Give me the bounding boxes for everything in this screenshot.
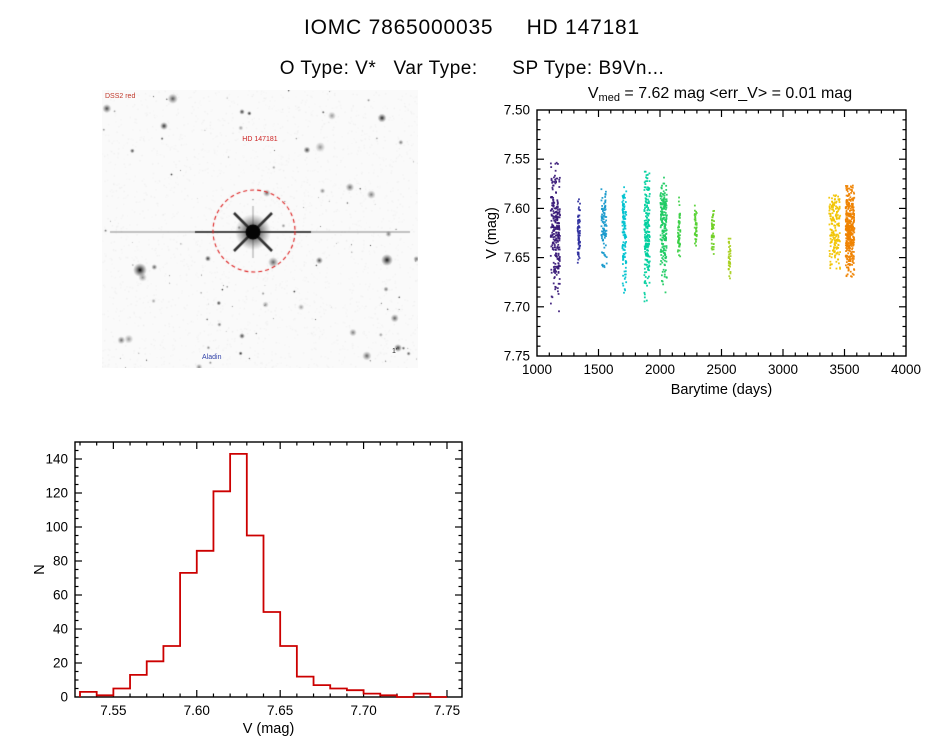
finder-credit-label: Aladin — [202, 354, 222, 361]
star-field-image — [102, 90, 418, 368]
svg-text:7.60: 7.60 — [504, 201, 530, 216]
svg-text:N: N — [32, 564, 48, 574]
histogram-canvas: 7.55 7.60 7.65 7.70 7.75 0 20 40 60 80 100 120 140 V … — [32, 441, 463, 737]
page-subtitle: O Type: V* Var Type: SP Type: B9Vn... — [279, 58, 665, 79]
svg-text:7.75: 7.75 — [504, 349, 530, 364]
lightcurve-plot: Vmed = 7.62 mag <err_V> = 0.01 mag 1000 1… — [480, 85, 940, 410]
svg-text:7.70: 7.70 — [350, 703, 376, 718]
svg-text:1500: 1500 — [583, 362, 613, 377]
svg-text:100: 100 — [45, 520, 68, 535]
svg-text:3500: 3500 — [829, 362, 859, 377]
svg-text:7.55: 7.55 — [100, 703, 126, 718]
svg-text:0: 0 — [60, 690, 68, 705]
svg-text:Barytime (days): Barytime (days) — [671, 382, 773, 398]
svg-text:120: 120 — [45, 486, 68, 501]
svg-text:1000: 1000 — [522, 362, 552, 377]
lightcurve-title-prefix: V — [587, 85, 599, 102]
svg-text:V (mag): V (mag) — [243, 721, 295, 737]
svg-text:4000: 4000 — [891, 362, 921, 377]
magnitude-histogram-plot: 7.55 7.60 7.65 7.70 7.75 0 20 40 60 80 100 120 140 V … — [30, 430, 500, 747]
finder-survey-label: DSS2 red — [105, 93, 136, 100]
svg-text:40: 40 — [53, 622, 68, 637]
finder-target-label: HD 147181 — [242, 136, 278, 143]
page-title: IOMC 7865000035 HD 147181 — [303, 16, 641, 39]
svg-text:140: 140 — [45, 452, 68, 467]
finder-chart: DSS2 red HD 147181 Aladin 1' — [102, 90, 418, 368]
svg-text:7.60: 7.60 — [184, 703, 210, 718]
svg-text:2000: 2000 — [645, 362, 675, 377]
lightcurve-title: Vmed = 7.62 mag <err_V> = 0.01 mag — [520, 85, 920, 104]
svg-text:3000: 3000 — [768, 362, 798, 377]
lightcurve-canvas: 1000 1500 2000 2500 3000 3500 4000 7.50 7.55 7.60… — [484, 103, 921, 399]
svg-text:60: 60 — [53, 588, 68, 603]
lightcurve-title-rest: = 7.62 mag <err_V> = 0.01 mag — [619, 85, 853, 102]
svg-text:2500: 2500 — [706, 362, 736, 377]
svg-text:7.55: 7.55 — [504, 152, 530, 167]
svg-text:7.50: 7.50 — [504, 103, 530, 118]
svg-text:80: 80 — [53, 554, 68, 569]
svg-text:7.70: 7.70 — [504, 299, 530, 314]
svg-text:7.65: 7.65 — [504, 250, 530, 265]
finder-scale-label: 1' — [392, 348, 398, 355]
svg-text:20: 20 — [53, 656, 68, 671]
lightcurve-title-sub: med — [598, 92, 620, 104]
svg-text:7.65: 7.65 — [267, 703, 293, 718]
svg-text:7.75: 7.75 — [434, 703, 460, 718]
svg-text:V (mag): V (mag) — [484, 207, 500, 259]
